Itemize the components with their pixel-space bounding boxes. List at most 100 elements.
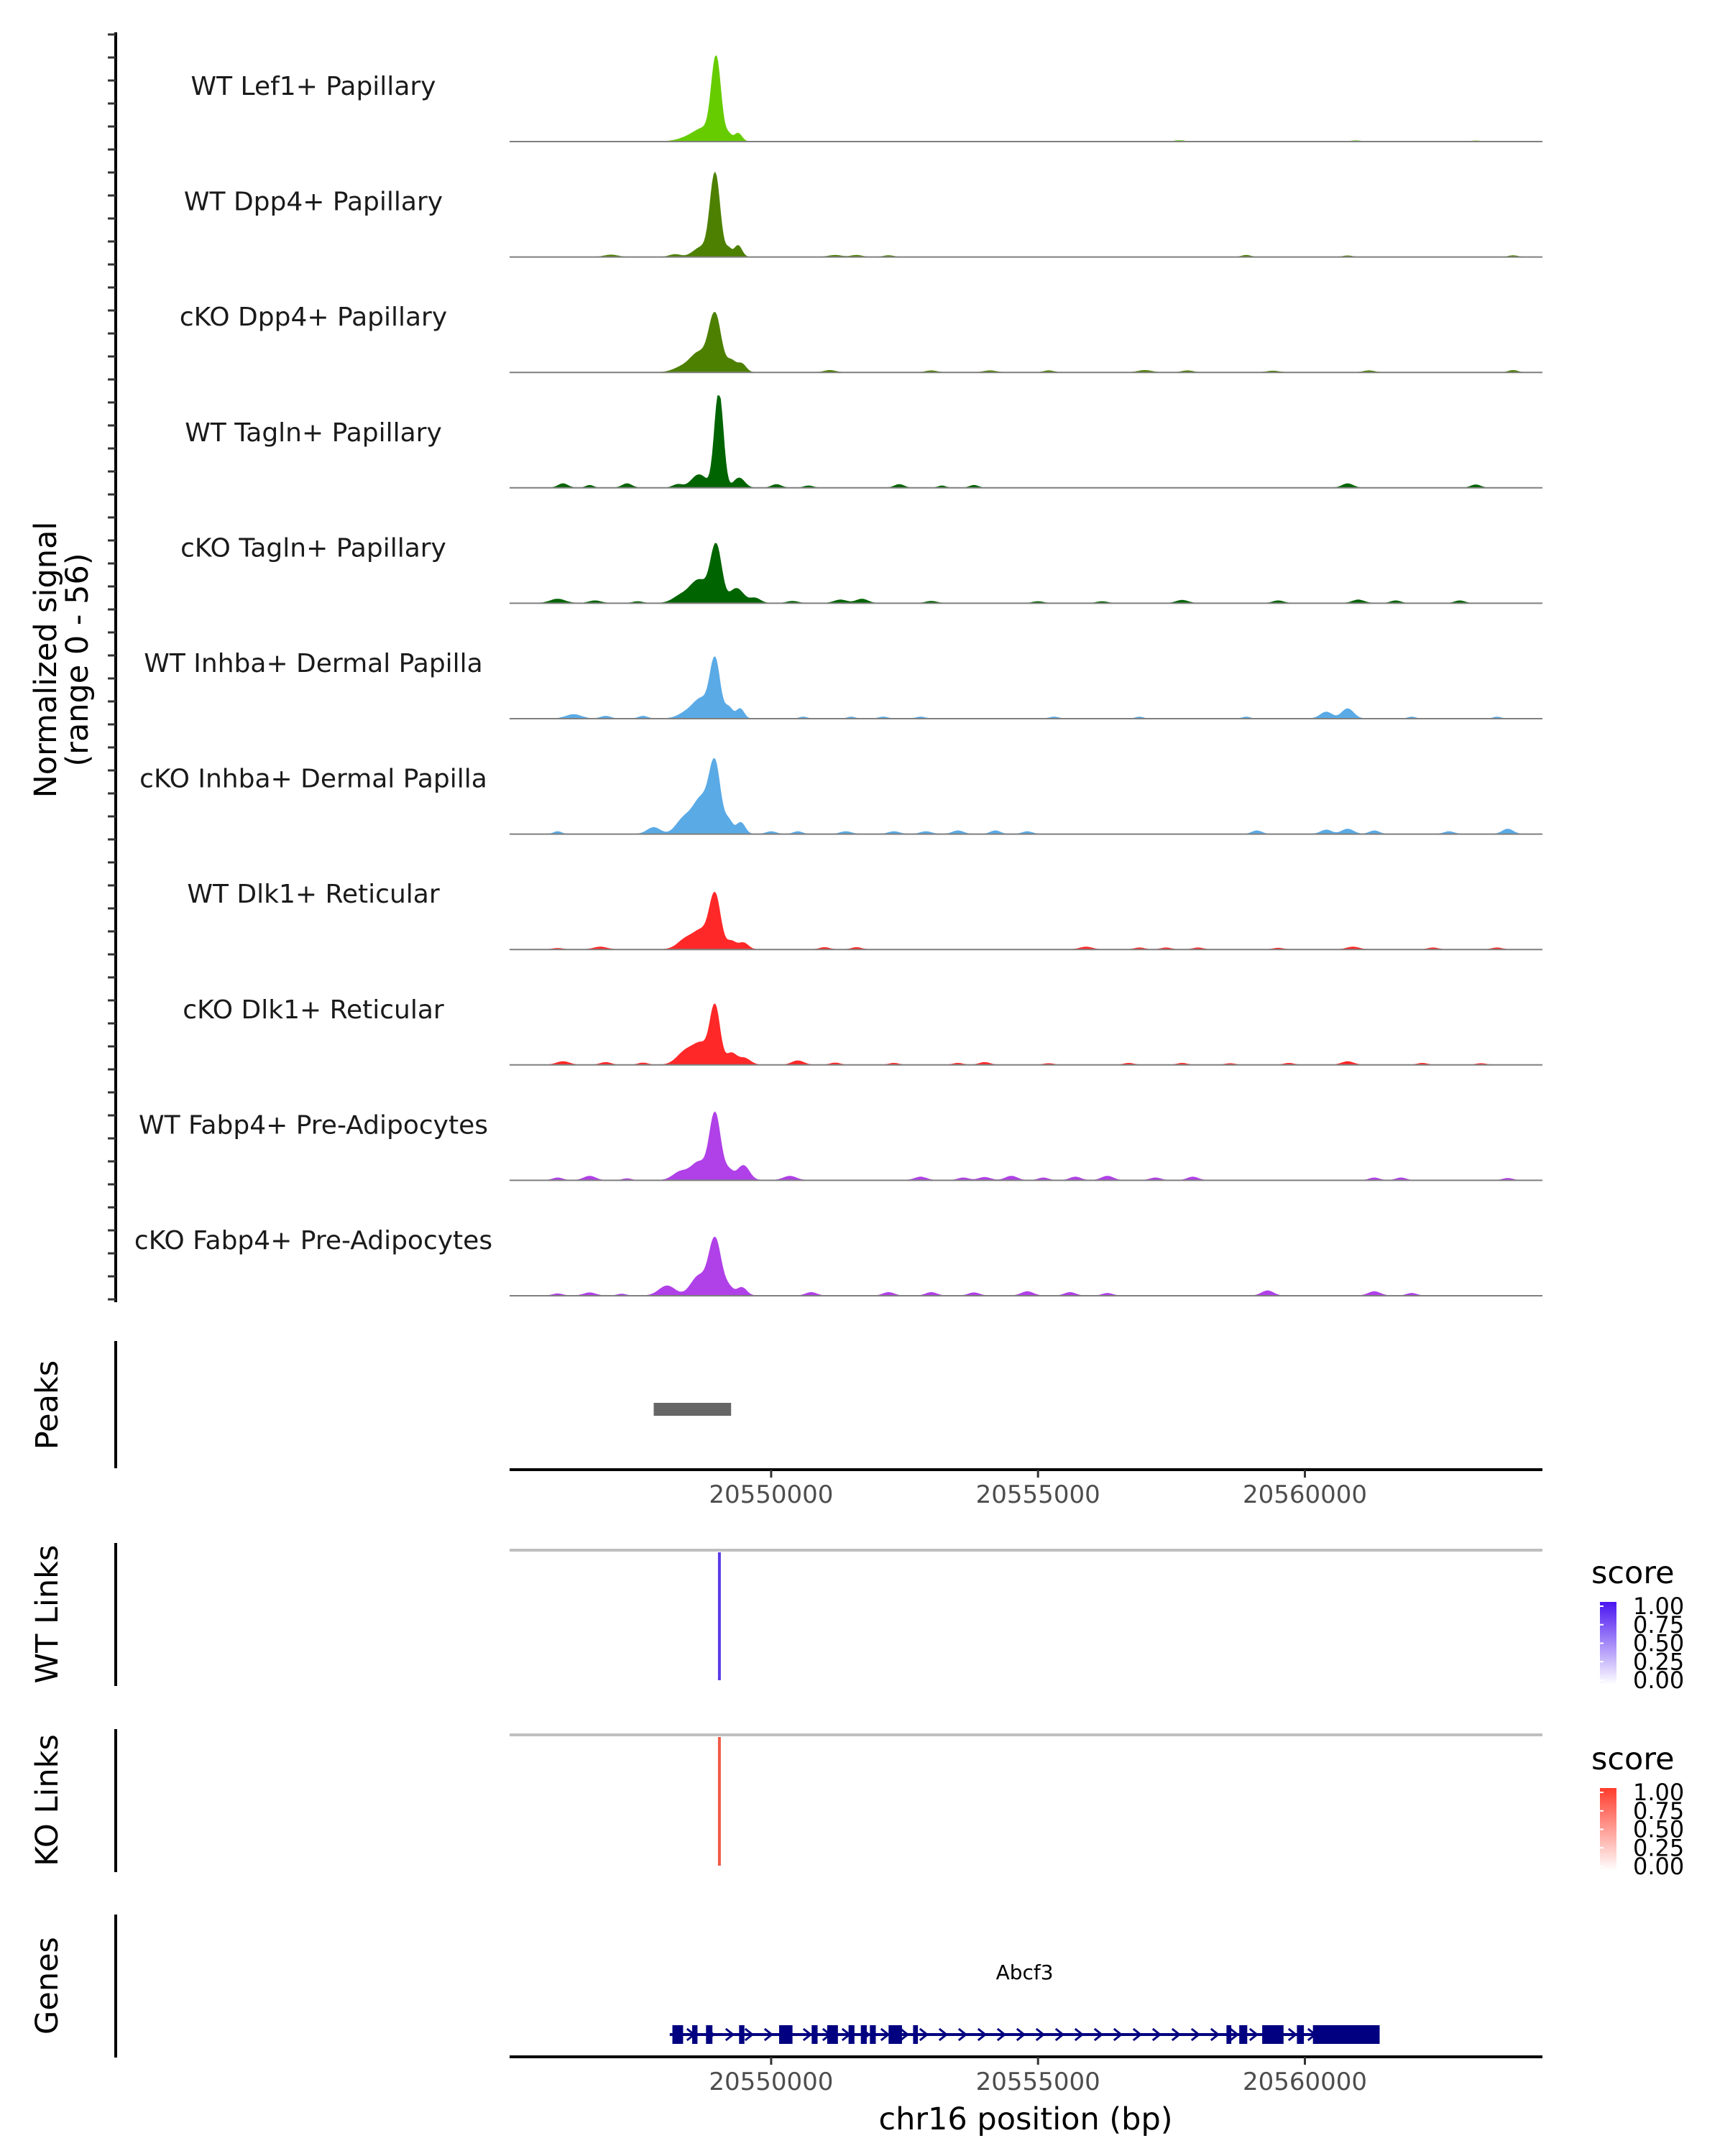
legend-label-3: 0.25: [1633, 1648, 1684, 1675]
x-tick-label-0: 20550000: [709, 2068, 833, 2096]
strand-arrow: [1093, 2027, 1104, 2042]
genes-label: Genes: [29, 1937, 65, 2035]
legend-title-0: score: [1591, 1555, 1675, 1591]
coverage-ylabel-range: (range 0 - 56): [60, 553, 96, 766]
strand-arrow: [1074, 2027, 1085, 2042]
gene-name-label: Abcf3: [996, 1961, 1054, 1984]
gene-exon-10: [888, 2025, 902, 2044]
legend-label-1: 0.75: [1633, 1611, 1684, 1639]
gene-exon-9: [870, 2025, 876, 2044]
coverage-tracks: WT Lef1+ Papillary WT Dpp4+ Papillary cKO …: [134, 55, 1542, 1296]
genes-x-ticks: 20550000 20555000 20560000: [709, 2057, 1367, 2096]
strand-arrow: [1190, 2027, 1201, 2042]
coverage-area-7: [510, 892, 1542, 950]
gene-exon-5: [811, 2025, 818, 2044]
legend-label-1: 0.75: [1633, 1797, 1684, 1825]
strand-arrow: [1287, 2027, 1298, 2042]
peaks-track: [653, 1403, 732, 1416]
track-label-6: cKO Inhba+ Dermal Papilla: [139, 765, 487, 794]
legend-colorbar-1: [1600, 1788, 1616, 1871]
track-label-9: WT Fabp4+ Pre-Adipocytes: [139, 1110, 488, 1140]
legend-label-3: 0.25: [1633, 1834, 1684, 1861]
strand-arrow: [996, 2027, 1007, 2042]
gene-exon-3: [739, 2025, 745, 2044]
coverage-ylabel: Normalized signal: [28, 522, 64, 798]
strand-arrow: [763, 2027, 774, 2042]
coverage-area-3: [510, 395, 1542, 489]
strand-arrow: [899, 2027, 910, 2042]
gene-exon-8: [860, 2025, 867, 2044]
track-label-3: WT Tagln+ Papillary: [185, 418, 442, 448]
legend-label-2: 0.50: [1633, 1630, 1684, 1657]
strand-arrow: [802, 2027, 813, 2042]
strand-arrow: [744, 2027, 755, 2042]
peak-region-0: [653, 1403, 732, 1416]
track-label-10: cKO Fabp4+ Pre-Adipocytes: [134, 1226, 492, 1256]
track-label-8: cKO Dlk1+ Reticular: [183, 995, 444, 1025]
strand-arrow: [977, 2027, 988, 2042]
gene-exon-15: [1297, 2025, 1305, 2044]
x-axis-title: chr16 position (bp): [878, 2101, 1172, 2137]
gene-exon-12: [1226, 2025, 1232, 2044]
strand-arrow: [1210, 2027, 1220, 2042]
coverage-area-10: [510, 1236, 1542, 1296]
x-tick-label-2: 20560000: [1243, 1480, 1367, 1509]
legend-colorbar-0: [1600, 1602, 1616, 1685]
coverage-area-0: [510, 55, 1542, 142]
gene-exon-14: [1262, 2025, 1284, 2044]
x-tick-label-1: 20555000: [976, 2068, 1100, 2096]
x-tick-label-0: 20550000: [709, 1480, 833, 1509]
strand-arrow: [1035, 2027, 1046, 2042]
strand-arrow: [1151, 2027, 1162, 2042]
strand-arrow: [938, 2027, 949, 2042]
coverage-y-axis: [108, 32, 117, 1302]
track-label-7: WT Dlk1+ Reticular: [187, 880, 439, 909]
coverage-area-9: [510, 1111, 1542, 1181]
ko-links-label: KO Links: [29, 1734, 65, 1866]
gene-exon-1: [692, 2025, 698, 2044]
track-label-2: cKO Dpp4+ Papillary: [180, 303, 447, 332]
x-tick-label-2: 20560000: [1243, 2068, 1367, 2096]
gene-exon-4: [779, 2025, 793, 2044]
peaks-label: Peaks: [29, 1360, 65, 1450]
coverage-area-1: [510, 171, 1542, 258]
strand-arrow: [880, 2027, 891, 2042]
coverage-area-4: [510, 543, 1542, 604]
strand-arrow: [1016, 2027, 1026, 2042]
coverage-area-2: [510, 312, 1542, 373]
x-tick-label-1: 20555000: [976, 1480, 1100, 1509]
strand-arrow: [919, 2027, 929, 2042]
gene-exon-11: [913, 2025, 919, 2044]
gene-model: [669, 2025, 1380, 2044]
legend-label-0: 1.00: [1633, 1779, 1684, 1806]
legend-label-4: 0.00: [1633, 1853, 1684, 1880]
strand-arrow: [1054, 2027, 1065, 2042]
strand-arrow: [1132, 2027, 1143, 2042]
track-label-0: WT Lef1+ Papillary: [191, 72, 436, 101]
strand-arrow: [1248, 2027, 1259, 2042]
gene-exon-16: [1312, 2025, 1380, 2044]
strand-arrow: [1229, 2027, 1240, 2042]
track-label-1: WT Dpp4+ Papillary: [184, 188, 443, 217]
track-label-4: cKO Tagln+ Papillary: [180, 533, 446, 563]
legend-label-0: 1.00: [1633, 1593, 1684, 1620]
legend-label-2: 0.50: [1633, 1816, 1684, 1843]
legend-label-4: 0.00: [1633, 1667, 1684, 1694]
strand-arrow: [957, 2027, 968, 2042]
strand-arrow: [1113, 2027, 1123, 2042]
coverage-area-6: [510, 757, 1542, 835]
wt-links-label: WT Links: [29, 1545, 65, 1684]
track-label-5: WT Inhba+ Dermal Papilla: [144, 649, 482, 678]
legend-title-1: score: [1591, 1741, 1675, 1777]
peaks-x-ticks: 20550000 20555000 20560000: [709, 1470, 1367, 1509]
strand-arrow: [1171, 2027, 1182, 2042]
gene-exon-6: [827, 2025, 838, 2044]
strand-arrow: [724, 2027, 735, 2042]
coverage-area-5: [510, 656, 1542, 719]
gene-exon-2: [706, 2025, 713, 2044]
gene-exon-0: [672, 2025, 684, 2044]
coverage-area-8: [510, 1003, 1542, 1066]
